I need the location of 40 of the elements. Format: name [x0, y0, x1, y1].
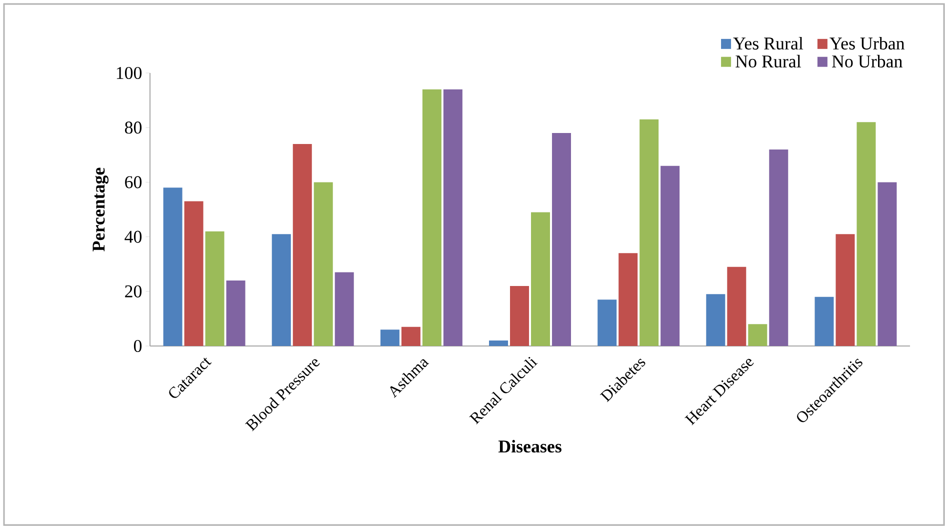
- y-tick-label: 20: [125, 285, 142, 298]
- bar: [380, 330, 400, 346]
- bar: [163, 188, 182, 346]
- bar: [748, 324, 768, 346]
- y-tick-label: 40: [124, 230, 142, 243]
- bar: [814, 296, 834, 346]
- legend-label: Yes Rural: [733, 36, 804, 50]
- legend-label: Yes Urban: [830, 36, 905, 50]
- y-axis-title: Percentage: [92, 168, 108, 252]
- bar: [598, 300, 617, 346]
- bar: [706, 294, 726, 346]
- legend-label: No Urban: [832, 54, 902, 68]
- bar: [401, 326, 420, 346]
- bar: [856, 122, 876, 346]
- bar: [727, 266, 746, 346]
- bar: [552, 133, 571, 346]
- legend-label: No Rural: [736, 54, 801, 68]
- y-tick-label: 100: [116, 66, 142, 80]
- bar: [184, 201, 204, 346]
- bar: [878, 182, 897, 346]
- bar: [334, 272, 354, 346]
- bar: [489, 340, 508, 346]
- bar: [205, 231, 224, 346]
- bar: [531, 212, 550, 346]
- bar: [618, 253, 638, 346]
- bar: [640, 119, 659, 346]
- y-tick-label: 80: [124, 122, 142, 134]
- bar: [836, 234, 855, 346]
- bar: [769, 149, 788, 346]
- y-tick-label: 0: [134, 340, 142, 352]
- y-tick-label: 60: [125, 176, 142, 188]
- x-axis-title: Diseases: [498, 440, 562, 453]
- bar: [660, 166, 680, 346]
- bar: [272, 234, 291, 346]
- bar: [314, 182, 333, 346]
- bar: [292, 144, 312, 346]
- bar: [443, 89, 462, 346]
- bar: [422, 89, 442, 346]
- bar: [226, 280, 246, 346]
- bar: [510, 286, 530, 346]
